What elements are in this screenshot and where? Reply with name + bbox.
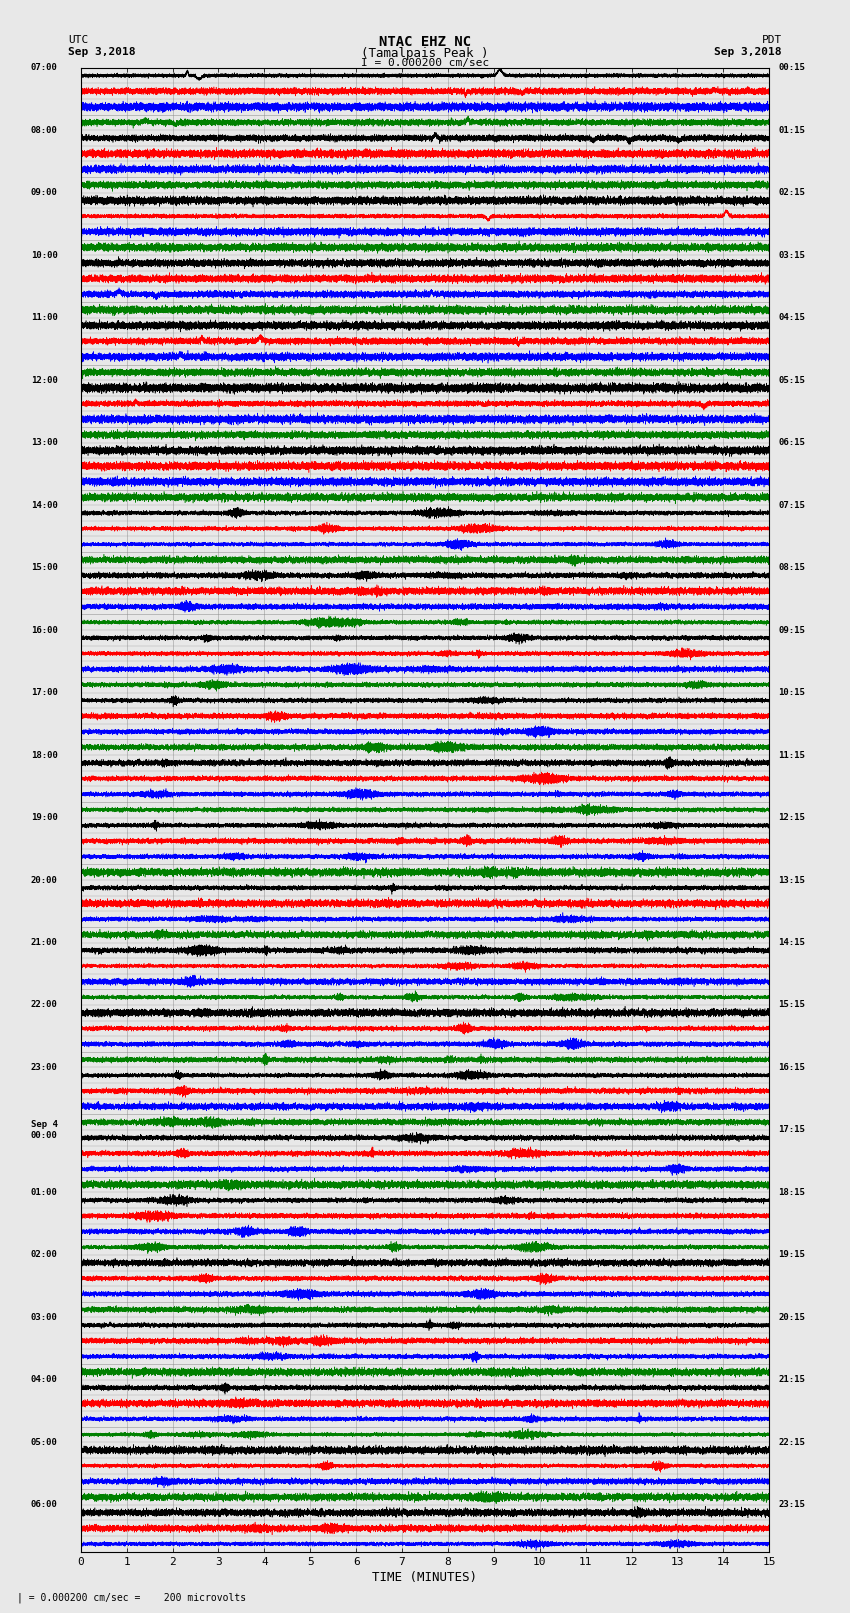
Text: 10:00: 10:00 <box>31 250 58 260</box>
Text: 18:15: 18:15 <box>779 1187 805 1197</box>
Text: Sep 3,2018: Sep 3,2018 <box>68 47 135 56</box>
Text: Sep 3,2018: Sep 3,2018 <box>715 47 782 56</box>
Text: Sep 4
00:00: Sep 4 00:00 <box>31 1121 58 1140</box>
Text: 20:00: 20:00 <box>31 876 58 884</box>
Text: 22:00: 22:00 <box>31 1000 58 1010</box>
Text: 21:00: 21:00 <box>31 939 58 947</box>
Text: 21:15: 21:15 <box>779 1376 805 1384</box>
Text: 03:15: 03:15 <box>779 250 805 260</box>
Text: 06:15: 06:15 <box>779 439 805 447</box>
Text: 08:15: 08:15 <box>779 563 805 573</box>
Text: 08:00: 08:00 <box>31 126 58 135</box>
Text: 13:15: 13:15 <box>779 876 805 884</box>
Text: 00:15: 00:15 <box>779 63 805 73</box>
Text: 18:00: 18:00 <box>31 750 58 760</box>
Text: 22:15: 22:15 <box>779 1437 805 1447</box>
Text: 04:00: 04:00 <box>31 1376 58 1384</box>
Text: 11:00: 11:00 <box>31 313 58 323</box>
Text: 15:15: 15:15 <box>779 1000 805 1010</box>
X-axis label: TIME (MINUTES): TIME (MINUTES) <box>372 1571 478 1584</box>
Text: 23:00: 23:00 <box>31 1063 58 1073</box>
Text: 16:15: 16:15 <box>779 1063 805 1073</box>
Text: UTC: UTC <box>68 35 88 45</box>
Text: 05:00: 05:00 <box>31 1437 58 1447</box>
Text: | = 0.000200 cm/sec =    200 microvolts: | = 0.000200 cm/sec = 200 microvolts <box>17 1592 246 1603</box>
Text: 07:00: 07:00 <box>31 63 58 73</box>
Text: NTAC EHZ NC: NTAC EHZ NC <box>379 35 471 50</box>
Text: 20:15: 20:15 <box>779 1313 805 1323</box>
Text: 23:15: 23:15 <box>779 1500 805 1510</box>
Text: I = 0.000200 cm/sec: I = 0.000200 cm/sec <box>361 58 489 68</box>
Text: 19:00: 19:00 <box>31 813 58 823</box>
Text: 17:15: 17:15 <box>779 1126 805 1134</box>
Text: 09:00: 09:00 <box>31 189 58 197</box>
Text: PDT: PDT <box>762 35 782 45</box>
Text: 01:15: 01:15 <box>779 126 805 135</box>
Text: 12:00: 12:00 <box>31 376 58 384</box>
Text: 04:15: 04:15 <box>779 313 805 323</box>
Text: 14:15: 14:15 <box>779 939 805 947</box>
Text: 09:15: 09:15 <box>779 626 805 634</box>
Text: 02:15: 02:15 <box>779 189 805 197</box>
Text: 12:15: 12:15 <box>779 813 805 823</box>
Text: 03:00: 03:00 <box>31 1313 58 1323</box>
Text: 17:00: 17:00 <box>31 689 58 697</box>
Text: 13:00: 13:00 <box>31 439 58 447</box>
Text: 05:15: 05:15 <box>779 376 805 384</box>
Text: 10:15: 10:15 <box>779 689 805 697</box>
Text: 02:00: 02:00 <box>31 1250 58 1260</box>
Text: 15:00: 15:00 <box>31 563 58 573</box>
Text: 14:00: 14:00 <box>31 500 58 510</box>
Text: 19:15: 19:15 <box>779 1250 805 1260</box>
Text: (Tamalpais Peak ): (Tamalpais Peak ) <box>361 47 489 60</box>
Text: 06:00: 06:00 <box>31 1500 58 1510</box>
Text: 16:00: 16:00 <box>31 626 58 634</box>
Text: 11:15: 11:15 <box>779 750 805 760</box>
Text: 01:00: 01:00 <box>31 1187 58 1197</box>
Text: 07:15: 07:15 <box>779 500 805 510</box>
